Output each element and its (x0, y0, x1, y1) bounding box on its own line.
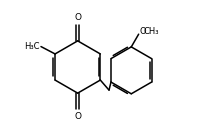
Text: O: O (74, 112, 81, 121)
Text: H₃C: H₃C (24, 42, 40, 51)
Text: CH₃: CH₃ (144, 27, 159, 36)
Text: O: O (139, 27, 146, 36)
Text: O: O (74, 13, 81, 22)
